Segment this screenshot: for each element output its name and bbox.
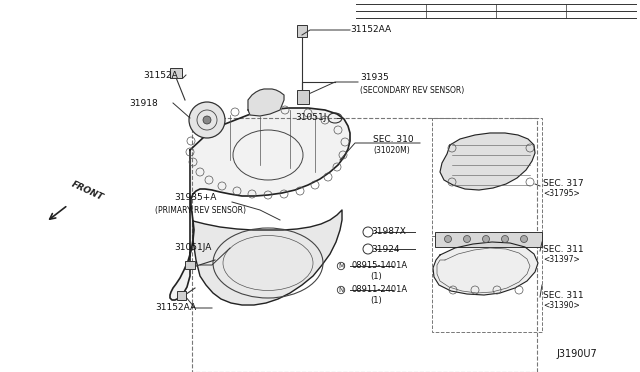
Circle shape bbox=[203, 116, 211, 124]
Text: (1): (1) bbox=[370, 295, 381, 305]
Polygon shape bbox=[440, 133, 535, 190]
Text: 31051J: 31051J bbox=[295, 113, 326, 122]
Polygon shape bbox=[170, 108, 350, 300]
Bar bbox=[185, 261, 195, 269]
Bar bbox=[432, 118, 542, 236]
Text: 31152AA: 31152AA bbox=[155, 304, 196, 312]
Text: 31051JA: 31051JA bbox=[174, 244, 211, 253]
Text: 31918: 31918 bbox=[129, 99, 157, 108]
Bar bbox=[297, 25, 307, 37]
Bar bbox=[432, 236, 542, 332]
Circle shape bbox=[463, 235, 470, 243]
Polygon shape bbox=[248, 89, 284, 116]
Text: <31390>: <31390> bbox=[543, 301, 580, 311]
Circle shape bbox=[445, 235, 451, 243]
Text: FRONT: FRONT bbox=[70, 179, 105, 202]
Polygon shape bbox=[433, 242, 538, 295]
Text: 31935: 31935 bbox=[360, 74, 388, 83]
Bar bbox=[297, 90, 309, 104]
Text: 31987X: 31987X bbox=[371, 228, 406, 237]
Text: <31795>: <31795> bbox=[543, 189, 580, 199]
Text: J3190U7: J3190U7 bbox=[556, 349, 596, 359]
Text: 08915-1401A: 08915-1401A bbox=[352, 260, 408, 269]
Text: (1): (1) bbox=[370, 272, 381, 280]
Text: 31935+A: 31935+A bbox=[174, 193, 216, 202]
Circle shape bbox=[502, 235, 509, 243]
Text: SEC. 310: SEC. 310 bbox=[373, 135, 413, 144]
Bar bbox=[435, 232, 542, 247]
Text: 31152AA: 31152AA bbox=[350, 26, 391, 35]
Text: 31152A: 31152A bbox=[143, 71, 178, 80]
Text: (SECONDARY REV SENSOR): (SECONDARY REV SENSOR) bbox=[360, 86, 464, 94]
Text: N: N bbox=[339, 287, 344, 293]
Text: <31397>: <31397> bbox=[543, 256, 580, 264]
Bar bbox=[192, 118, 537, 372]
Circle shape bbox=[189, 102, 225, 138]
Polygon shape bbox=[193, 210, 342, 305]
Text: SEC. 317: SEC. 317 bbox=[543, 179, 584, 187]
Text: 31924: 31924 bbox=[371, 244, 399, 253]
Circle shape bbox=[483, 235, 490, 243]
Text: SEC. 311: SEC. 311 bbox=[543, 291, 584, 299]
Bar bbox=[177, 291, 186, 300]
Text: (PRIMARY REV SENSOR): (PRIMARY REV SENSOR) bbox=[155, 205, 246, 215]
Bar bbox=[170, 68, 182, 78]
Text: (31020M): (31020M) bbox=[373, 147, 410, 155]
Text: M: M bbox=[338, 263, 344, 269]
Text: 08911-2401A: 08911-2401A bbox=[352, 285, 408, 294]
Circle shape bbox=[520, 235, 527, 243]
Text: SEC. 311: SEC. 311 bbox=[543, 244, 584, 253]
